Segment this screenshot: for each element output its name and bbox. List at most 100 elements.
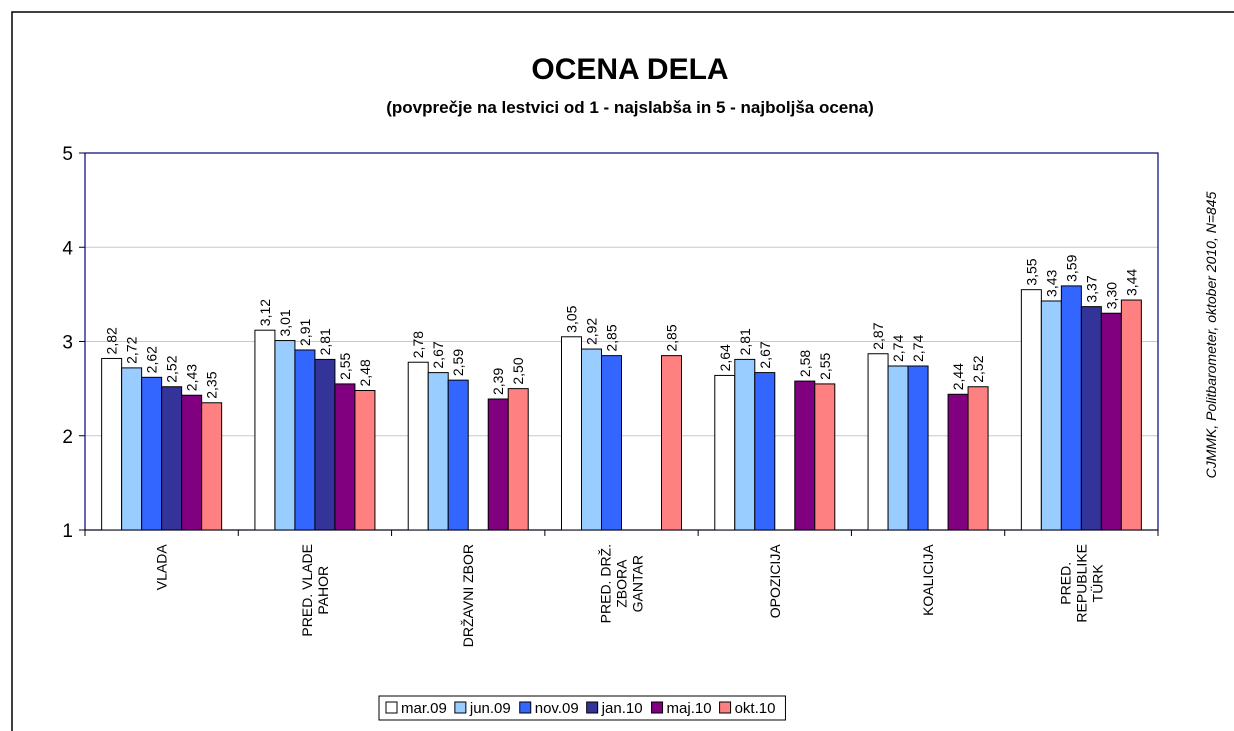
bar bbox=[101, 357, 123, 531]
bar bbox=[714, 374, 736, 531]
value-label: 2,85 bbox=[664, 324, 680, 351]
x-tick-label: DRŽAVNI ZBOR bbox=[460, 544, 476, 647]
value-label: 2,74 bbox=[910, 335, 926, 362]
bar bbox=[1100, 312, 1122, 531]
value-label: 2,67 bbox=[430, 341, 446, 368]
value-label: 2,78 bbox=[410, 331, 426, 358]
value-label: 2,50 bbox=[510, 357, 526, 384]
value-label: 2,72 bbox=[124, 336, 140, 363]
value-label: 2,35 bbox=[204, 371, 220, 398]
value-label: 2,64 bbox=[717, 344, 733, 371]
bar bbox=[947, 393, 969, 531]
y-tick-label: 3 bbox=[62, 333, 73, 354]
x-tick-label-line: REPUBLIKE bbox=[1073, 544, 1089, 623]
bar bbox=[141, 376, 163, 531]
value-label: 2,74 bbox=[890, 335, 906, 362]
legend-label: jan.10 bbox=[601, 700, 643, 717]
bar bbox=[1060, 285, 1082, 531]
x-tick-label-line: GANTAR bbox=[630, 555, 646, 612]
bar bbox=[447, 379, 469, 531]
x-tick-label-line: DRŽAVNI ZBOR bbox=[460, 544, 476, 647]
legend-label: nov.09 bbox=[535, 700, 579, 717]
value-label: 3,37 bbox=[1083, 275, 1099, 302]
x-tick-label: PRED.REPUBLIKETÜRK bbox=[1057, 544, 1105, 623]
y-tick-label: 4 bbox=[62, 238, 73, 259]
value-label: 3,12 bbox=[257, 299, 273, 326]
bar bbox=[907, 365, 929, 531]
bar bbox=[407, 361, 429, 531]
x-tick-label: PRED. VLADEPAHOR bbox=[299, 544, 331, 637]
x-tick-label-line: ZBORA bbox=[614, 559, 630, 608]
x-tick-label-line: PRED. VLADE bbox=[299, 544, 315, 637]
x-tick-label-line: OPOZICIJA bbox=[767, 544, 783, 619]
bar bbox=[734, 358, 756, 531]
x-tick-label: PRED. DRŽ.ZBORAGANTAR bbox=[598, 544, 646, 623]
bar bbox=[254, 329, 276, 531]
bar bbox=[354, 390, 376, 531]
bar bbox=[1040, 300, 1062, 531]
bar bbox=[754, 372, 776, 531]
legend-box bbox=[378, 695, 786, 721]
x-tick-label: VLADA bbox=[154, 544, 170, 591]
legend-swatch bbox=[586, 701, 599, 714]
bar bbox=[334, 383, 356, 531]
value-label: 3,55 bbox=[1023, 258, 1039, 285]
legend-swatch bbox=[454, 701, 467, 714]
bar bbox=[1080, 306, 1102, 531]
x-tick-label-line: PAHOR bbox=[315, 566, 331, 615]
value-label: 2,92 bbox=[584, 318, 600, 345]
bar bbox=[561, 336, 582, 531]
bar bbox=[814, 383, 836, 531]
chart-title: OCENA DELA bbox=[531, 53, 728, 86]
bar bbox=[161, 386, 183, 531]
y-tick-label: 1 bbox=[62, 521, 73, 542]
value-label: 2,85 bbox=[604, 324, 620, 351]
x-tick-label: KOALICIJA bbox=[920, 544, 936, 616]
chart-subtitle: (povprečje na lestvici od 1 - najslabša … bbox=[386, 98, 874, 117]
bar bbox=[887, 365, 909, 531]
bar bbox=[1020, 289, 1042, 531]
value-label: 3,30 bbox=[1103, 282, 1119, 309]
legend-swatch bbox=[651, 701, 664, 714]
x-tick-label-line: VLADA bbox=[154, 544, 170, 591]
legend-swatch bbox=[385, 701, 398, 714]
value-label: 2,52 bbox=[164, 355, 180, 382]
value-label: 3,44 bbox=[1123, 269, 1139, 296]
value-label: 3,01 bbox=[277, 309, 293, 336]
legend: mar.09 jun.09 nov.09 jan.10 maj.10 okt.10 bbox=[378, 695, 786, 721]
x-tick-label-line: PRED. bbox=[1057, 562, 1073, 605]
bar bbox=[794, 380, 816, 531]
bar bbox=[1120, 299, 1142, 531]
value-label: 2,39 bbox=[490, 368, 506, 395]
bar bbox=[314, 358, 336, 531]
bar bbox=[581, 348, 602, 531]
bar bbox=[867, 353, 889, 531]
bar bbox=[427, 372, 449, 531]
bar bbox=[121, 367, 143, 531]
bar bbox=[181, 394, 203, 531]
bar bbox=[601, 355, 622, 531]
source-note: CJMMK, Politbarometer, oktober 2010, N=8… bbox=[1203, 191, 1219, 478]
value-label: 2,81 bbox=[737, 328, 753, 355]
y-tick-label: 2 bbox=[62, 427, 73, 448]
value-label: 2,67 bbox=[757, 341, 773, 368]
value-label: 2,62 bbox=[144, 346, 160, 373]
bar bbox=[487, 398, 509, 531]
value-label: 2,81 bbox=[317, 328, 333, 355]
legend-label: okt.10 bbox=[735, 700, 776, 717]
y-tick-label: 5 bbox=[62, 144, 73, 165]
value-label: 3,05 bbox=[564, 305, 580, 332]
legend-label: mar.09 bbox=[401, 700, 447, 717]
x-tick-label: OPOZICIJA bbox=[767, 544, 783, 619]
bar bbox=[507, 388, 529, 531]
bar bbox=[967, 386, 989, 531]
value-label: 2,48 bbox=[357, 359, 373, 386]
value-label: 2,82 bbox=[104, 327, 120, 354]
legend-label: jun.09 bbox=[469, 700, 511, 717]
value-label: 2,59 bbox=[450, 349, 466, 376]
legend-label: maj.10 bbox=[667, 700, 712, 717]
value-label: 2,55 bbox=[817, 352, 833, 379]
value-label: 2,87 bbox=[870, 322, 886, 349]
x-tick-label-line: KOALICIJA bbox=[920, 544, 936, 616]
